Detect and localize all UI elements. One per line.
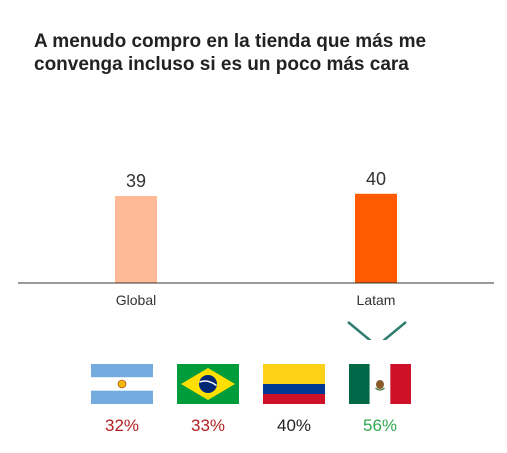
x-tick-label-global: Global [116,292,156,308]
chart-title-line-2: convenga incluso si es un poco más cara [34,54,409,75]
colombia-flag-icon [263,364,325,404]
brazil-flag-icon [177,364,239,404]
pct-mexico: 56% [362,416,398,435]
data-label-latam: 40 [366,169,386,189]
argentina-flag-icon [91,364,153,404]
mexico-flag-icon [349,364,411,404]
pct-argentina: 32% [104,416,140,435]
chevron-down-icon [347,321,407,340]
bar-global [115,196,157,283]
chart-title: A menudo compro en la tienda que más me … [34,30,484,76]
pct-brazil: 33% [190,416,226,435]
x-tick-label-latam: Latam [357,292,396,308]
bar-chart: 39 40 Global Latam [18,169,494,340]
data-label-global: 39 [126,171,146,191]
bar-latam [355,193,397,283]
chart-title-line-1: A menudo compro en la tienda que más me [34,31,427,52]
pct-colombia: 40% [276,416,312,435]
